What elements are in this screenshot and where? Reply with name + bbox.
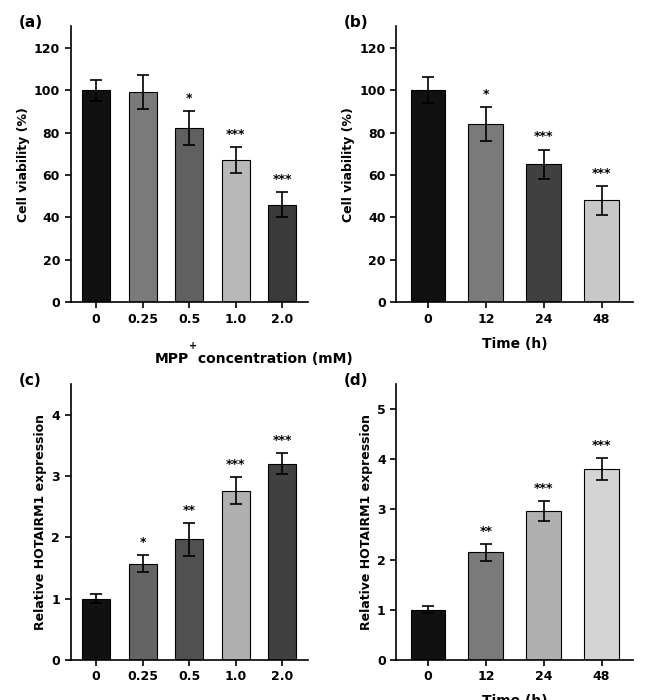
Bar bbox=[526, 164, 561, 302]
Bar bbox=[584, 470, 619, 660]
Bar bbox=[222, 491, 250, 660]
Text: ***: *** bbox=[534, 482, 553, 495]
Text: **: ** bbox=[479, 524, 492, 538]
X-axis label: Time (h): Time (h) bbox=[482, 337, 547, 351]
Text: concentration (mM): concentration (mM) bbox=[192, 352, 352, 366]
Y-axis label: Relative HOTAIRM1 expression: Relative HOTAIRM1 expression bbox=[360, 414, 373, 630]
Text: +: + bbox=[189, 341, 197, 351]
Bar bbox=[222, 160, 250, 302]
Y-axis label: Cell viability (%): Cell viability (%) bbox=[17, 107, 30, 222]
Text: (d): (d) bbox=[344, 373, 369, 388]
Bar bbox=[584, 200, 619, 302]
Bar bbox=[129, 564, 157, 660]
Bar bbox=[175, 539, 203, 660]
Bar bbox=[129, 92, 157, 302]
Text: **: ** bbox=[183, 503, 196, 517]
Bar bbox=[469, 552, 503, 660]
X-axis label: Time (h): Time (h) bbox=[482, 694, 547, 700]
Text: (b): (b) bbox=[344, 15, 369, 30]
Bar bbox=[175, 128, 203, 302]
Bar bbox=[82, 598, 110, 660]
Bar bbox=[268, 204, 296, 302]
Bar bbox=[526, 511, 561, 660]
Bar bbox=[469, 124, 503, 302]
Text: ***: *** bbox=[272, 173, 292, 186]
Y-axis label: Relative HOTAIRM1 expression: Relative HOTAIRM1 expression bbox=[34, 414, 47, 630]
Text: *: * bbox=[186, 92, 192, 105]
Text: ***: *** bbox=[592, 440, 611, 452]
Y-axis label: Cell viability (%): Cell viability (%) bbox=[343, 107, 356, 222]
Text: MPP: MPP bbox=[155, 352, 189, 366]
Text: +: + bbox=[189, 699, 197, 700]
Text: ***: *** bbox=[534, 130, 553, 143]
Text: (a): (a) bbox=[18, 15, 42, 30]
Text: ***: *** bbox=[226, 458, 245, 471]
Text: ***: *** bbox=[592, 167, 611, 179]
Bar bbox=[411, 610, 445, 660]
Text: ***: *** bbox=[226, 128, 245, 141]
Text: ***: *** bbox=[272, 434, 292, 447]
Bar bbox=[411, 90, 445, 302]
Text: (c): (c) bbox=[18, 373, 41, 388]
Bar bbox=[82, 90, 110, 302]
Bar bbox=[268, 464, 296, 660]
Text: *: * bbox=[139, 536, 146, 549]
Text: *: * bbox=[482, 88, 489, 101]
